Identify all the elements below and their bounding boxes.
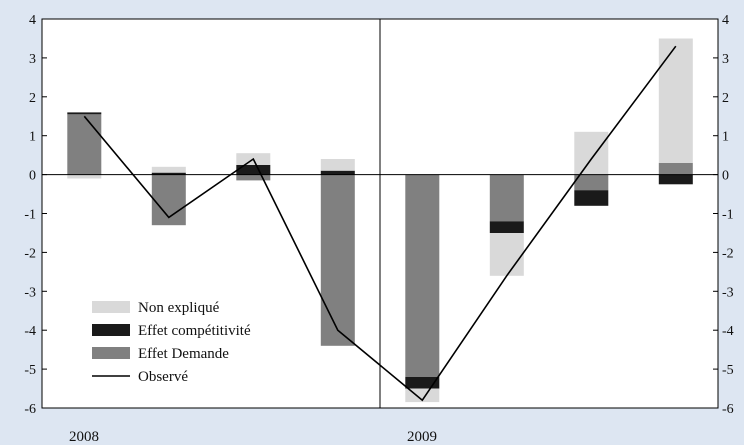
legend-swatch-1 <box>92 301 130 313</box>
bar-effet-comp-titivit--7 <box>574 190 609 206</box>
legend-label-3: Effet Demande <box>138 346 229 362</box>
bar-non-expliqu--8 <box>658 38 693 163</box>
y-tick-label-left: -4 <box>24 324 36 339</box>
bar-effet-comp-titivit--3 <box>236 164 271 175</box>
y-tick-label-right: 2 <box>722 91 729 106</box>
bar-effet-comp-titivit--5 <box>405 376 440 389</box>
bar-effet-comp-titivit--6 <box>489 221 524 233</box>
bar-non-expliqu--1 <box>67 174 102 179</box>
bar-effet-demande-6 <box>489 174 524 222</box>
y-tick-label-left: -5 <box>24 363 36 378</box>
bar-effet-comp-titivit--2 <box>151 172 186 175</box>
bar-non-expliqu--6 <box>489 233 524 276</box>
bar-effet-demande-1 <box>67 114 102 175</box>
legend-swatch-3 <box>92 347 130 359</box>
observed-line <box>83 45 677 402</box>
y-tick-label-left: 2 <box>29 91 36 106</box>
year-label-2009: 2009 <box>407 429 437 445</box>
year-label-2008: 2008 <box>69 429 99 445</box>
bar-effet-demande-7 <box>574 174 609 191</box>
legend: Non expliqué Effet compétitivité Effet Dem… <box>92 300 251 385</box>
bar-effet-demande-8 <box>658 162 693 175</box>
y-tick-label-left: -6 <box>24 402 36 417</box>
y-tick-label-right: -1 <box>722 208 734 223</box>
y-tick-label-left: 0 <box>29 169 36 184</box>
y-tick-label-left: 3 <box>29 52 36 67</box>
bar-effet-comp-titivit--8 <box>658 174 693 185</box>
bar-effet-demande-3 <box>236 174 271 181</box>
y-tick-label-right: 0 <box>722 169 729 184</box>
y-tick-label-right: -5 <box>722 363 734 378</box>
y-tick-label-right: -2 <box>722 246 734 261</box>
y-tick-label-right: 3 <box>722 52 729 67</box>
y-tick-label-left: 4 <box>29 13 36 28</box>
bar-non-expliqu--5 <box>405 388 440 403</box>
bar-non-expliqu--4 <box>320 159 355 171</box>
y-tick-label-right: -3 <box>722 285 734 300</box>
right-tick-labels: 4 3 2 1 0 -1 -2 -3 -4 -5 -6 <box>713 13 734 417</box>
legend-label-2: Effet compétitivité <box>138 323 251 339</box>
y-tick-label-left: -3 <box>24 285 36 300</box>
bar-effet-demande-4 <box>320 174 355 346</box>
observed-line-group <box>83 45 677 402</box>
legend-label-1: Non expliqué <box>138 300 220 316</box>
bar-effet-comp-titivit--1 <box>67 112 102 115</box>
bar-effet-comp-titivit--4 <box>320 170 355 175</box>
y-tick-label-left: -2 <box>24 246 36 261</box>
y-tick-label-right: -4 <box>722 324 734 339</box>
year-labels: 2008 2009 <box>69 429 437 445</box>
bar-non-expliqu--2 <box>151 166 186 173</box>
bar-non-expliqu--7 <box>574 131 609 175</box>
legend-swatch-2 <box>92 324 130 336</box>
legend-label-4: Observé <box>138 369 188 385</box>
y-tick-label-left: -1 <box>24 208 36 223</box>
y-tick-label-left: 1 <box>29 130 36 145</box>
y-tick-label-right: 4 <box>722 13 729 28</box>
y-tick-label-right: 1 <box>722 130 729 145</box>
bar-effet-demande-5 <box>405 174 440 377</box>
left-tick-labels: 4 3 2 1 0 -1 -2 -3 -4 -5 -6 <box>24 13 47 417</box>
y-tick-label-right: -6 <box>722 402 734 417</box>
